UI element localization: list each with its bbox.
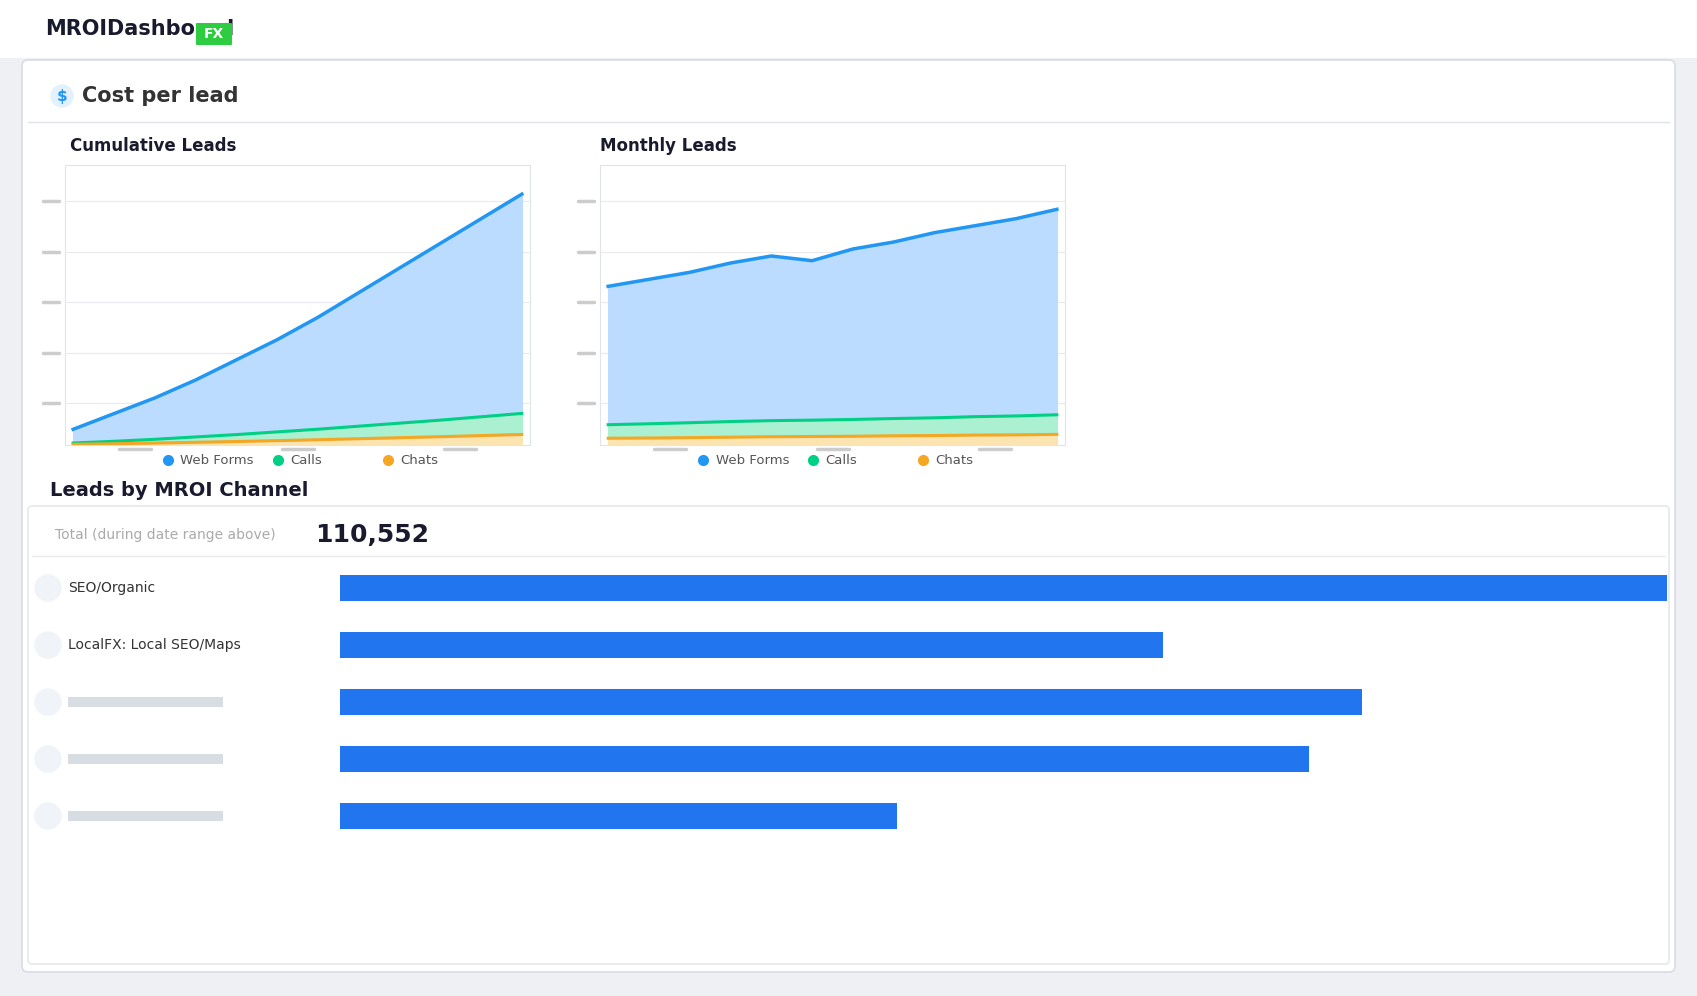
FancyBboxPatch shape (195, 23, 232, 45)
Text: Web Forms: Web Forms (180, 453, 255, 466)
Bar (339, 689, 1361, 715)
Circle shape (36, 632, 61, 658)
Text: SEO/Organic: SEO/Organic (68, 581, 154, 595)
Text: Total (during date range above): Total (during date range above) (54, 528, 275, 542)
Bar (68, 697, 222, 707)
Bar (339, 575, 1666, 601)
FancyBboxPatch shape (22, 60, 1675, 972)
Circle shape (36, 803, 61, 829)
Text: Calls: Calls (290, 453, 322, 466)
Text: LocalFX: Local SEO/Maps: LocalFX: Local SEO/Maps (68, 638, 241, 652)
Text: Cumulative Leads: Cumulative Leads (70, 137, 236, 155)
FancyBboxPatch shape (27, 506, 1670, 964)
Text: Web Forms: Web Forms (716, 453, 789, 466)
Bar (68, 811, 222, 821)
Text: FX: FX (204, 27, 224, 41)
Text: $: $ (56, 89, 68, 104)
Circle shape (36, 575, 61, 601)
Bar (339, 803, 898, 829)
Bar (64, 165, 529, 445)
Circle shape (36, 746, 61, 772)
Text: Cost per lead: Cost per lead (81, 86, 239, 106)
Bar (0, 0, 1697, 58)
Bar (68, 754, 222, 764)
Bar (601, 165, 1066, 445)
Text: Chats: Chats (400, 453, 438, 466)
Circle shape (36, 689, 61, 715)
Circle shape (51, 85, 73, 107)
Text: Calls: Calls (825, 453, 857, 466)
Text: Chats: Chats (935, 453, 974, 466)
Text: Monthly Leads: Monthly Leads (601, 137, 736, 155)
Bar (339, 746, 1308, 772)
Bar (339, 632, 1162, 658)
Text: Leads by MROI Channel: Leads by MROI Channel (49, 480, 309, 500)
Text: 110,552: 110,552 (316, 523, 429, 547)
Text: MROIDashboard: MROIDashboard (46, 19, 234, 39)
